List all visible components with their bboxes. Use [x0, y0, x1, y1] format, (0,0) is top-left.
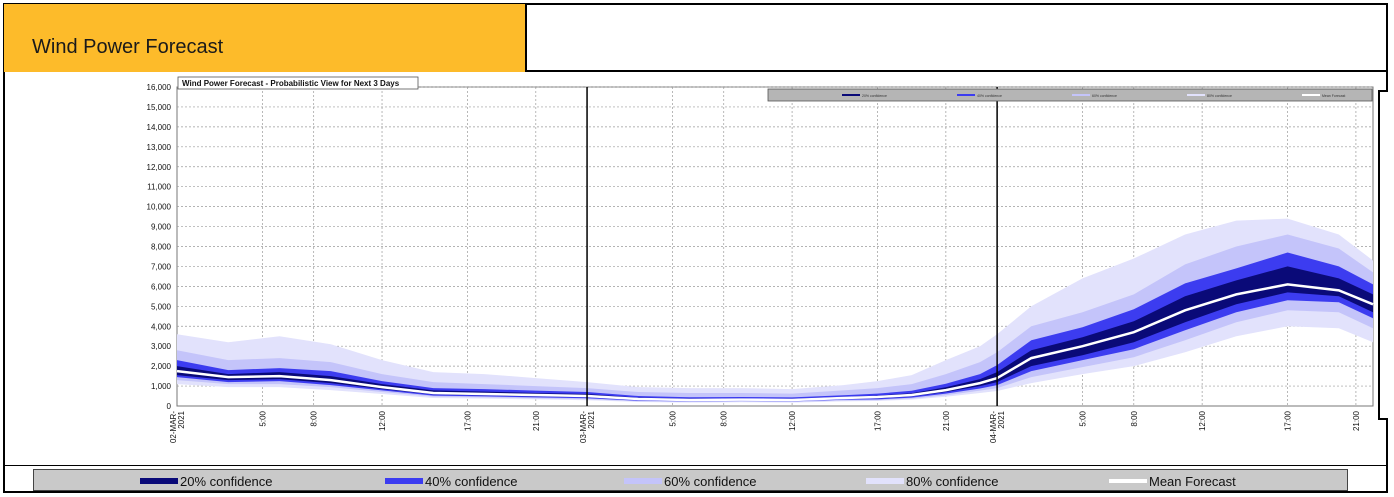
- mean-forecast-line: [176, 283, 1374, 402]
- x-tick-label: 2021: [177, 410, 186, 428]
- bottom-divider: [4, 465, 1388, 466]
- inner-legend-label: Mean Forecast: [1322, 94, 1345, 98]
- legend-item-20: 20% confidence: [140, 472, 273, 490]
- legend-label-40: 40% confidence: [425, 473, 518, 489]
- x-tick-label: 8:00: [720, 410, 729, 426]
- x-tick-label: 21:00: [1352, 410, 1361, 431]
- x-tick-label: 04-MAR-: [989, 411, 998, 443]
- title-bar: Wind Power Forecast: [4, 4, 527, 72]
- inner-legend-label: 40% confidence: [977, 94, 1002, 98]
- x-tick-label: 5:00: [1079, 410, 1088, 426]
- x-tick-label: 2021: [587, 410, 596, 428]
- legend-label-20: 20% confidence: [180, 473, 273, 489]
- legend-swatch-mean: [1109, 479, 1147, 483]
- x-tick-label: 12:00: [788, 410, 797, 431]
- chart-area: 0 1,000 2,000 3,000 4,000 5,000 6,000 7,000 8,00…: [0, 72, 1394, 462]
- y-tick-label: 4,000: [151, 322, 172, 331]
- y-tick-label: 7,000: [151, 262, 172, 271]
- inner-legend-label: 80% confidence: [1207, 94, 1232, 98]
- wind-forecast-chart: 0 1,000 2,000 3,000 4,000 5,000 6,000 7,000 8,00…: [147, 76, 1374, 443]
- x-tick-label: 12:00: [378, 410, 387, 431]
- legend-swatch-20: [140, 478, 178, 484]
- x-tick-label: 17:00: [463, 410, 472, 431]
- y-tick-label: 6,000: [151, 282, 172, 291]
- x-tick-label: 2021: [997, 410, 1006, 428]
- y-tick-label: 0: [167, 402, 172, 411]
- x-tick-label: 03-MAR-: [579, 411, 588, 443]
- x-tick-label: 5:00: [668, 410, 677, 426]
- x-tick-label: 5:00: [258, 410, 267, 426]
- page-title: Wind Power Forecast: [32, 36, 224, 58]
- y-tick-label: 15,000: [147, 103, 172, 112]
- y-tick-label: 16,000: [147, 83, 172, 92]
- chart-title: Wind Power Forecast - Probabilistic View…: [182, 79, 400, 88]
- legend-item-80: 80% confidence: [866, 472, 999, 490]
- y-tick-label: 5,000: [151, 302, 172, 311]
- x-tick-label: 8:00: [310, 410, 319, 426]
- x-tick-label: 02-MAR-: [169, 411, 178, 443]
- right-edge-frame: [1378, 90, 1388, 420]
- y-tick-label: 12,000: [147, 163, 172, 172]
- x-tick-label: 17:00: [1284, 410, 1293, 431]
- legend: 20% confidence 40% confidence 60% confid…: [33, 469, 1348, 491]
- y-tick-label: 9,000: [151, 223, 172, 232]
- y-tick-label: 11,000: [147, 183, 171, 192]
- y-tick-label: 1,000: [151, 382, 172, 391]
- x-tick-label: 21:00: [942, 410, 951, 431]
- legend-swatch-40: [385, 478, 423, 484]
- legend-label-80: 80% confidence: [906, 473, 999, 489]
- inner-legend-label: 20% confidence: [862, 94, 887, 98]
- x-tick-label: 12:00: [1198, 410, 1207, 431]
- inner-legend: [767, 88, 1373, 102]
- y-tick-label: 8,000: [151, 243, 172, 252]
- inner-legend-label: 60% confidence: [1092, 94, 1117, 98]
- legend-label-mean: Mean Forecast: [1149, 473, 1236, 489]
- legend-label-60: 60% confidence: [664, 473, 757, 489]
- legend-item-mean: Mean Forecast: [1109, 472, 1236, 490]
- y-tick-label: 14,000: [147, 123, 172, 132]
- y-tick-label: 2,000: [151, 362, 172, 371]
- x-tick-label: 17:00: [874, 410, 883, 431]
- legend-swatch-80: [866, 478, 904, 484]
- y-tick-label: 3,000: [151, 342, 172, 351]
- y-tick-label: 10,000: [147, 203, 172, 212]
- legend-item-40: 40% confidence: [385, 472, 518, 490]
- chart-title-box: [177, 76, 419, 90]
- x-tick-label: 21:00: [532, 410, 541, 431]
- y-tick-label: 13,000: [147, 143, 172, 152]
- header-divider: [527, 70, 1388, 72]
- legend-swatch-60: [624, 478, 662, 484]
- legend-item-60: 60% confidence: [624, 472, 757, 490]
- x-tick-label: 8:00: [1130, 410, 1139, 426]
- band-20-confidence: [177, 266, 1373, 401]
